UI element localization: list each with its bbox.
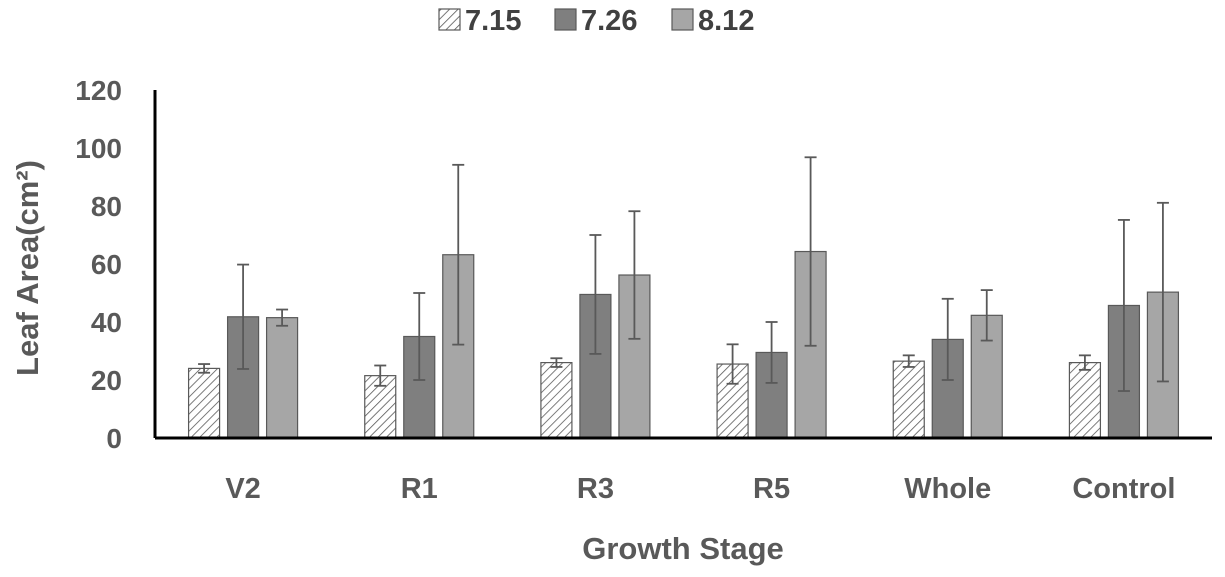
x-tick-label: R5	[753, 473, 790, 505]
bars	[187, 250, 1180, 439]
error-bars	[198, 156, 1169, 392]
legend-label: 8.12	[698, 5, 754, 37]
x-tick-label: R3	[577, 473, 614, 505]
bar-7.15-V2	[187, 367, 221, 439]
error-bar-7.26-R1	[413, 292, 426, 381]
bar-7.15-Whole	[892, 360, 925, 439]
error-bar-7.26-V2	[237, 263, 250, 370]
x-tick-label: V2	[225, 473, 260, 505]
y-tick-label: 60	[91, 249, 122, 280]
error-bar-7.15-R1	[374, 364, 387, 387]
error-bar-7.15-R5	[726, 343, 739, 385]
y-axis-title: Leaf Area(cm²)	[10, 160, 45, 376]
bar-8.12-V2	[265, 317, 299, 439]
error-bar-8.12-R5	[804, 156, 817, 347]
error-bar-7.15-R3	[550, 357, 563, 368]
legend-item-7.15: 7.15	[438, 5, 521, 37]
y-tick-label: 80	[91, 191, 122, 222]
error-bar-8.12-R3	[628, 210, 641, 340]
x-tick-label: Control	[1072, 473, 1175, 505]
error-bar-8.12-Control	[1156, 201, 1169, 383]
error-bar-8.12-V2	[276, 308, 289, 327]
x-axis-labels: V2 R1 R3 R5 Whole Control	[225, 473, 1175, 505]
error-bar-7.26-R5	[765, 321, 778, 384]
legend-swatch	[438, 8, 461, 31]
error-bar-7.26-Control	[1117, 219, 1130, 392]
x-tick-label: Whole	[904, 473, 991, 505]
error-bar-8.12-Whole	[980, 289, 993, 342]
y-tick-label: 0	[106, 423, 122, 454]
legend-label: 7.15	[465, 5, 521, 37]
legend-item-8.12: 8.12	[671, 5, 754, 37]
y-tick-label: 20	[91, 365, 122, 396]
bar-7.15-Control	[1068, 362, 1102, 439]
y-tick-label: 120	[75, 75, 122, 106]
error-bar-8.12-R1	[452, 163, 465, 346]
error-bar-7.15-Whole	[902, 354, 915, 368]
error-bar-7.26-R3	[589, 234, 602, 355]
y-tick-label: 40	[91, 307, 122, 338]
legend: 7.15 7.26 8.12	[438, 5, 754, 37]
y-axis-ticks: 0 20 40 60 80 100 120	[75, 75, 122, 454]
error-bar-7.26-Whole	[941, 297, 954, 381]
x-tick-label: R1	[401, 473, 438, 505]
error-bar-7.15-V2	[198, 363, 211, 374]
y-tick-label: 100	[75, 133, 122, 164]
bar-8.12-R1	[442, 254, 475, 439]
legend-swatch	[671, 8, 694, 31]
x-axis-title: Growth Stage	[582, 531, 784, 566]
error-bar-7.15-Control	[1078, 354, 1091, 371]
legend-label: 7.26	[581, 5, 637, 37]
legend-item-7.26: 7.26	[554, 5, 637, 37]
legend-swatch	[554, 8, 577, 31]
bar-7.15-R3	[540, 362, 573, 439]
